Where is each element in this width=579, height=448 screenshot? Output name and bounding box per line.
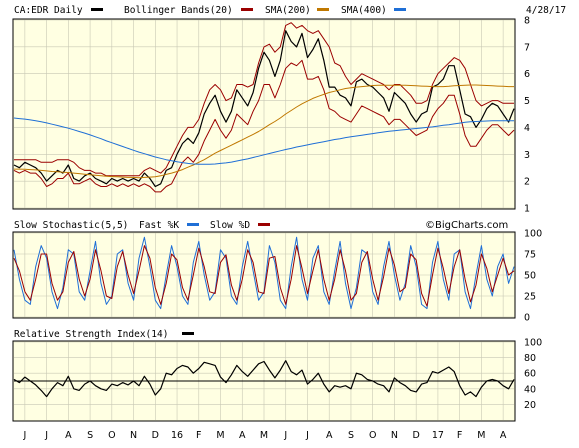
- x-tick-label: O: [108, 430, 115, 441]
- x-tick-label: A: [65, 430, 72, 441]
- stochastic-legend-fastk: Fast %K: [139, 220, 179, 231]
- x-tick-label: A: [326, 430, 333, 441]
- x-tick-label: S: [87, 430, 93, 441]
- x-tick-label: M: [477, 430, 485, 441]
- price-legend-symbol: CA:EDR Daily: [14, 5, 83, 16]
- y-tick-label: 3: [524, 150, 530, 161]
- x-tick-label: J: [44, 430, 48, 441]
- price-legend-sma400: SMA(400): [341, 5, 387, 16]
- y-tick-label: 60: [524, 369, 536, 380]
- series-line-sma-200-: [14, 84, 514, 179]
- x-tick-label: O: [369, 430, 376, 441]
- x-tick-labels: J J A S O N D 16 F M A M J J A S O N D 17 F M A: [22, 430, 506, 441]
- y-tick-label: 6: [524, 69, 530, 80]
- stochastic-series-group: [13, 236, 515, 310]
- price-legend-swatch-bollinger: [241, 8, 253, 11]
- series-line-bollinger-upper: [14, 22, 514, 177]
- x-tick-label: M: [260, 430, 268, 441]
- x-tick-label: A: [500, 430, 507, 441]
- series-line-bollinger-lower: [13, 59, 515, 193]
- price-legend-swatch-sma200: [317, 8, 329, 11]
- price-legend-sma200: SMA(200): [265, 5, 311, 16]
- y-tick-label: 40: [524, 384, 536, 395]
- y-tick-label: 4: [524, 123, 530, 134]
- y-tick-label: 100: [524, 338, 542, 349]
- stochastic-legend-swatch-fastk: [187, 223, 199, 226]
- series-line-sma-400-: [13, 117, 514, 165]
- stochastic-legend-swatch-slowd: [258, 223, 270, 226]
- x-tick-label: F: [196, 430, 201, 441]
- series-line-slow-d: [13, 245, 515, 307]
- price-series-group: [13, 22, 515, 193]
- stochastic-title: Slow Stochastic(5,5): [14, 220, 128, 231]
- x-tick-label: J: [22, 430, 26, 441]
- series-line-relative-strength-index-14-: [13, 360, 515, 398]
- price-legend-swatch-close: [91, 8, 103, 11]
- y-tick-label: 7: [524, 42, 530, 53]
- x-tick-label: 16: [171, 430, 183, 441]
- price-legend-swatch-sma400: [394, 8, 406, 11]
- y-tick-label: 2: [524, 177, 530, 188]
- x-tick-label: S: [348, 430, 354, 441]
- x-tick-label: M: [216, 430, 224, 441]
- x-tick-label: D: [413, 430, 420, 441]
- x-tick-label: J: [283, 430, 287, 441]
- x-tick-label: J: [305, 430, 309, 441]
- y-tick-label: 20: [524, 400, 536, 411]
- y-tick-label: 100: [524, 229, 542, 240]
- y-tick-label: 80: [524, 353, 536, 364]
- x-tick-label: D: [152, 430, 159, 441]
- x-tick-label: A: [239, 430, 246, 441]
- x-tick-label: F: [457, 430, 462, 441]
- chart-date: 4/28/17: [526, 5, 566, 16]
- rsi-title: Relative Strength Index(14): [14, 329, 168, 340]
- stochastic-legend-slowd: Slow %D: [210, 220, 250, 231]
- x-tick-label: N: [391, 430, 398, 441]
- y-tick-label: 75: [524, 250, 536, 261]
- y-tick-label: 8: [524, 16, 530, 27]
- x-tick-label: 17: [432, 430, 444, 441]
- y-tick-label: 1: [524, 204, 530, 215]
- y-tick-label: 5: [524, 96, 530, 107]
- rsi-legend-swatch: [182, 332, 194, 335]
- bigcharts-watermark: ©BigCharts.com: [425, 220, 508, 231]
- y-tick-label: 50: [524, 271, 536, 282]
- price-legend-bollinger: Bollinger Bands(20): [124, 5, 233, 16]
- rsi-series-group: [13, 360, 515, 398]
- y-tick-label: 0: [524, 313, 530, 324]
- series-line-ca-edr-daily: [13, 30, 515, 188]
- y-tick-label: 25: [524, 292, 536, 303]
- x-tick-label: N: [130, 430, 137, 441]
